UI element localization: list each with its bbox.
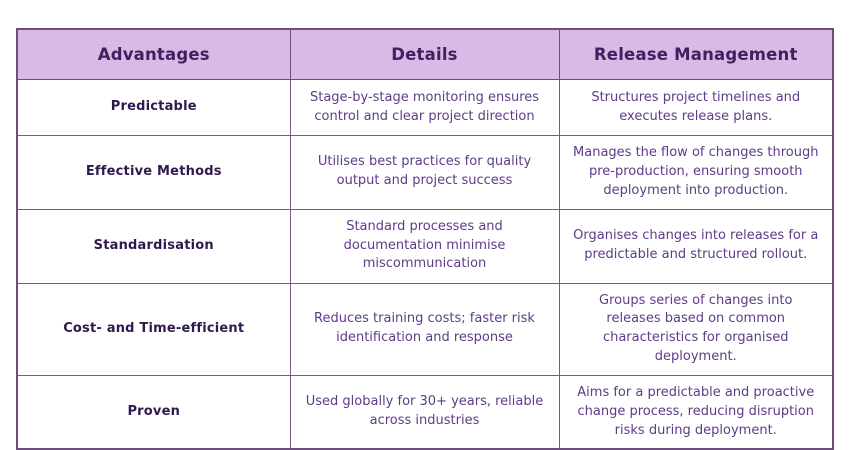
column-header-advantages: Advantages xyxy=(16,28,291,80)
cell-release-management: Aims for a predictable and proactive cha… xyxy=(558,374,834,450)
cell-release-management: Manages the flow of changes through pre-… xyxy=(558,135,834,210)
table-row: Proven Used globally for 30+ years, reli… xyxy=(16,374,834,450)
cell-release-management: Organises changes into releases for a pr… xyxy=(558,208,834,284)
cell-release-management: Structures project timelines and execute… xyxy=(558,79,834,136)
cell-advantage: Predictable xyxy=(16,79,291,136)
cell-advantage: Effective Methods xyxy=(16,135,291,210)
table-row: Effective Methods Utilises best practice… xyxy=(16,135,834,210)
cell-advantage: Cost- and Time-efficient xyxy=(16,282,291,376)
column-header-details: Details xyxy=(289,28,560,80)
header-row: Advantages Details Release Management xyxy=(16,28,834,80)
cell-release-management: Groups series of changes into releases b… xyxy=(558,282,834,376)
cell-details: Used globally for 30+ years, reliable ac… xyxy=(289,374,560,450)
table-body: Predictable Stage-by-stage monitoring en… xyxy=(16,79,834,450)
table-header: Advantages Details Release Management xyxy=(16,28,834,80)
cell-advantage: Proven xyxy=(16,374,291,450)
column-header-release-management: Release Management xyxy=(558,28,834,80)
table-row: Cost- and Time-efficient Reduces trainin… xyxy=(16,282,834,376)
table-row: Predictable Stage-by-stage monitoring en… xyxy=(16,79,834,136)
table-row: Standardisation Standard processes and d… xyxy=(16,208,834,284)
advantages-table: Advantages Details Release Management Pr… xyxy=(16,28,834,450)
cell-details: Standard processes and documentation min… xyxy=(289,208,560,284)
cell-details: Utilises best practices for quality outp… xyxy=(289,135,560,210)
cell-advantage: Standardisation xyxy=(16,208,291,284)
cell-details: Reduces training costs; faster risk iden… xyxy=(289,282,560,376)
cell-details: Stage-by-stage monitoring ensures contro… xyxy=(289,79,560,136)
